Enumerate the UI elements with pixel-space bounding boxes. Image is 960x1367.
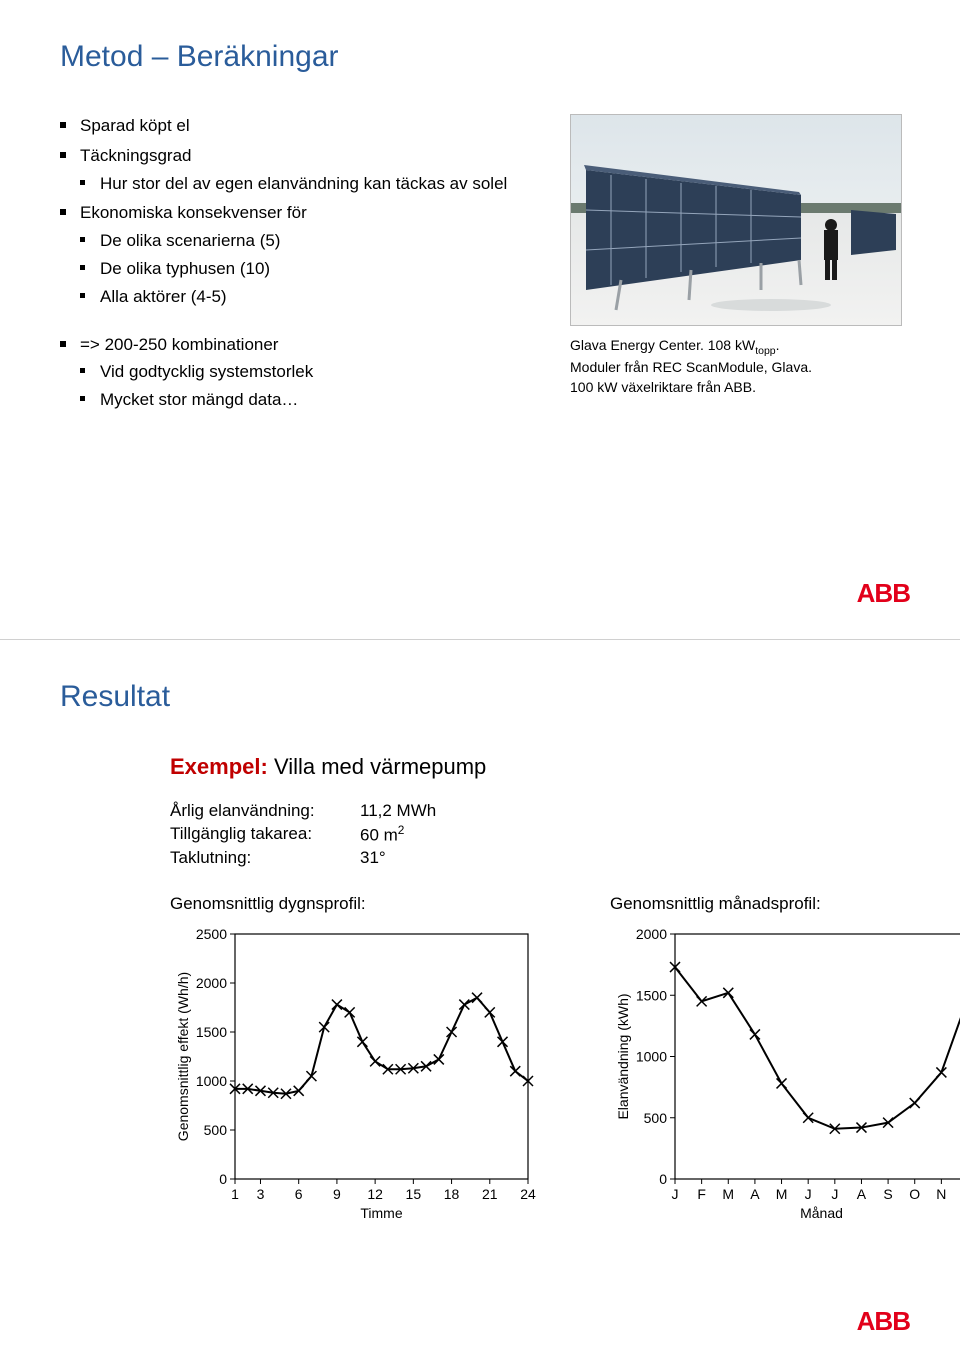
kv-row: Årlig elanvändning:11,2 MWh — [170, 800, 436, 822]
svg-text:Elanvändning (kWh): Elanvändning (kWh) — [615, 993, 631, 1119]
svg-text:Genomsnittlig effekt (Wh/h): Genomsnittlig effekt (Wh/h) — [175, 971, 191, 1140]
svg-text:J: J — [831, 1186, 838, 1202]
svg-text:J: J — [672, 1186, 679, 1202]
sub-bullet-item: Mycket stor mängd data… — [80, 388, 540, 412]
svg-text:15: 15 — [406, 1186, 422, 1202]
svg-text:6: 6 — [295, 1186, 303, 1202]
monthly-label: Genomsnittlig månadsprofil: — [610, 894, 960, 914]
svg-text:M: M — [722, 1186, 734, 1202]
svg-text:1000: 1000 — [636, 1048, 667, 1064]
caption-l2: Moduler från REC ScanModule, Glava. — [570, 359, 812, 375]
profiles-row: Genomsnittlig dygnsprofil: 0500100015002… — [170, 894, 900, 1224]
kv-row: Taklutning:31° — [170, 847, 436, 869]
caption-l1: Glava Energy Center. 108 kW — [570, 337, 755, 353]
slide1-title: Metod – Beräkningar — [60, 40, 900, 74]
slide-2: Resultat Exempel: Villa med värmepump År… — [0, 640, 960, 1367]
sub-bullet-item: De olika scenarierna (5) — [80, 229, 540, 253]
bullet-item: TäckningsgradHur stor del av egen elanvä… — [60, 144, 540, 196]
example-label: Exempel: — [170, 754, 268, 779]
bullet-item: Ekonomiska konsekvenser förDe olika scen… — [60, 201, 540, 308]
svg-text:18: 18 — [444, 1186, 460, 1202]
sub-bullet-item: Hur stor del av egen elanvändning kan tä… — [80, 172, 540, 196]
example-text: Villa med värmepump — [268, 754, 486, 779]
monthly-profile: Genomsnittlig månadsprofil: 0 500 1000 1500… — [610, 894, 960, 1224]
svg-text:F: F — [697, 1186, 706, 1202]
svg-text:Månad: Månad — [800, 1205, 843, 1221]
svg-text:S: S — [883, 1186, 892, 1202]
daily-profile: Genomsnittlig dygnsprofil: 0 500 1000 1500 2… — [170, 894, 540, 1224]
caption-sub: topp — [755, 345, 775, 357]
svg-text:Timme: Timme — [360, 1205, 402, 1221]
abb-logo-2: ABB — [857, 1306, 910, 1337]
abb-logo: ABB — [857, 578, 910, 609]
slide1-content: Sparad köpt el TäckningsgradHur stor del … — [60, 114, 900, 418]
daily-label: Genomsnittlig dygnsprofil: — [170, 894, 540, 914]
caption-l1b: . — [776, 337, 780, 353]
svg-text:O: O — [909, 1186, 920, 1202]
svg-text:3: 3 — [257, 1186, 265, 1202]
svg-text:2500: 2500 — [196, 926, 227, 942]
slide2-title: Resultat — [60, 680, 900, 714]
svg-text:500: 500 — [644, 1109, 668, 1125]
svg-text:500: 500 — [204, 1122, 228, 1138]
solar-photo — [570, 114, 902, 326]
svg-text:1: 1 — [231, 1186, 239, 1202]
photo-caption: Glava Energy Center. 108 kWtopp. Moduler… — [570, 336, 900, 398]
svg-text:0: 0 — [219, 1171, 227, 1187]
svg-text:N: N — [936, 1186, 946, 1202]
svg-text:A: A — [857, 1186, 867, 1202]
slide1-bullets: Sparad köpt el TäckningsgradHur stor del … — [60, 114, 540, 418]
svg-text:0: 0 — [659, 1171, 667, 1187]
daily-chart: 0 500 1000 1500 2000 2500 1 3 6 9 12 15 18 21 24 Timme G… — [170, 924, 540, 1224]
slide-1: Metod – Beräkningar Sparad köpt el Täckni… — [0, 0, 960, 640]
monthly-chart: 0500100015002000JFMAMJJASONDMånadElanvän… — [610, 924, 960, 1224]
svg-text:24: 24 — [520, 1186, 536, 1202]
svg-text:2000: 2000 — [196, 975, 227, 991]
caption-l3: 100 kW växelriktare från ABB. — [570, 379, 756, 395]
sub-bullet-item: Alla aktörer (4-5) — [80, 285, 540, 309]
slide1-figure: Glava Energy Center. 108 kWtopp. Moduler… — [570, 114, 900, 418]
kv-table: Årlig elanvändning:11,2 MWhTillgänglig t… — [170, 800, 436, 869]
svg-text:M: M — [776, 1186, 788, 1202]
example-block: Exempel: Villa med värmepump Årlig elanv… — [170, 754, 900, 1224]
sub-bullet-item: De olika typhusen (10) — [80, 257, 540, 281]
svg-text:1500: 1500 — [196, 1024, 227, 1040]
bullet-item: Sparad köpt el — [60, 114, 540, 138]
svg-text:1000: 1000 — [196, 1073, 227, 1089]
svg-text:1500: 1500 — [636, 987, 667, 1003]
example-title: Exempel: Villa med värmepump — [170, 754, 900, 780]
svg-text:12: 12 — [367, 1186, 383, 1202]
svg-text:9: 9 — [333, 1186, 341, 1202]
svg-text:2000: 2000 — [636, 926, 667, 942]
kv-row: Tillgänglig takarea:60 m2 — [170, 822, 436, 847]
svg-text:21: 21 — [482, 1186, 498, 1202]
svg-text:J: J — [805, 1186, 812, 1202]
bullet-item: => 200-250 kombinationerVid godtycklig s… — [60, 333, 540, 412]
svg-text:A: A — [750, 1186, 760, 1202]
sub-bullet-item: Vid godtycklig systemstorlek — [80, 360, 540, 384]
